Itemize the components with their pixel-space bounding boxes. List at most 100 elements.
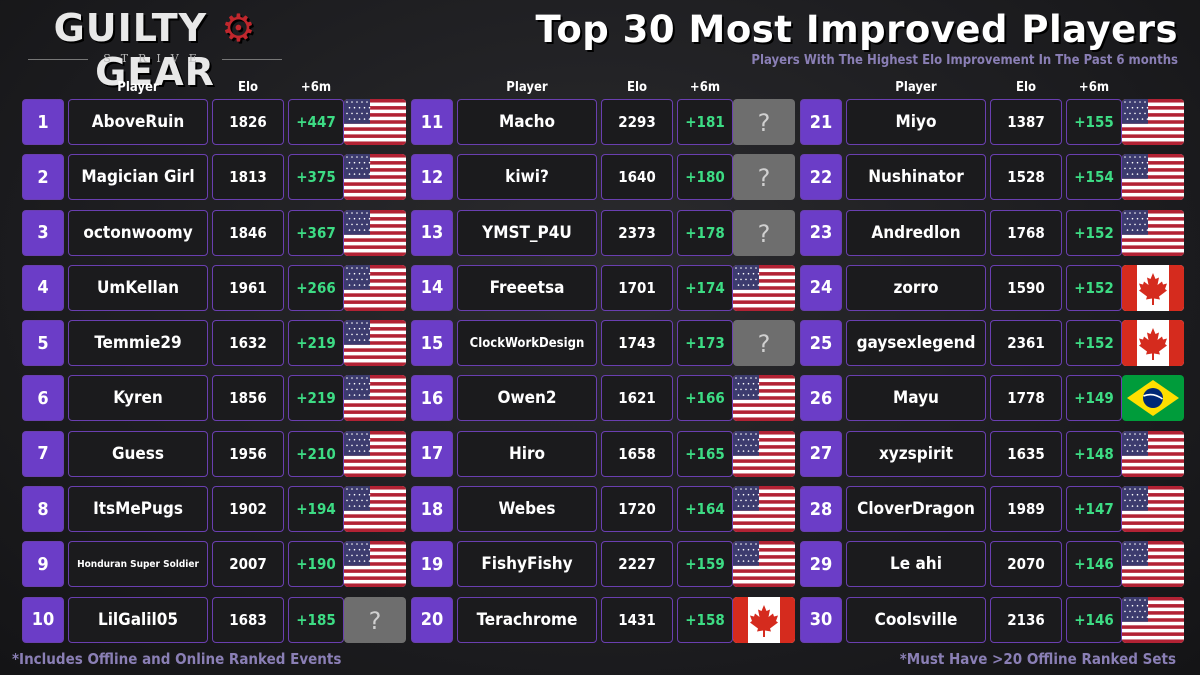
rank-badge: 20 (411, 596, 453, 643)
rank-badge: 10 (22, 596, 64, 643)
elo-rating: 1856 (212, 375, 284, 422)
elo-improvement: +146 (1066, 596, 1122, 643)
elo-rating: 1431 (601, 596, 673, 643)
rank-badge: 13 (411, 209, 453, 256)
header-player: Player (117, 80, 159, 95)
rank-badge: 21 (800, 99, 842, 145)
player-name: Honduran Super Soldier (68, 541, 208, 588)
player-row: 5 Temmie29 1632 +219 (22, 319, 406, 374)
unknown-flag-glyph: ? (758, 109, 771, 137)
unknown-flag-glyph: ? (369, 607, 382, 635)
logo-word-guilty: GUILTY (53, 6, 208, 50)
rank-badge: 1 (22, 99, 64, 145)
rank-badge: 4 (22, 264, 64, 311)
player-name: Guess (68, 430, 208, 477)
usa-flag-icon (1122, 154, 1184, 201)
unknown-flag-icon: ? (344, 596, 406, 643)
player-name: Nushinator (846, 154, 986, 201)
elo-improvement: +174 (677, 264, 733, 311)
player-name: LilGalil05 (68, 596, 208, 643)
elo-rating: 2293 (601, 99, 673, 145)
footnote-events: *Includes Offline and Online Ranked Even… (12, 650, 342, 668)
player-row: 3 octonwoomy 1846 +367 (22, 209, 406, 264)
usa-flag-icon (344, 209, 406, 256)
elo-improvement: +178 (677, 209, 733, 256)
player-row: 10 LilGalil05 1683 +185? (22, 596, 406, 651)
elo-rating: 1902 (212, 486, 284, 533)
usa-flag-icon (1122, 541, 1184, 588)
player-name: Macho (457, 99, 597, 145)
usa-flag-icon (344, 430, 406, 477)
player-row: 22 Nushinator 1528 +154 (800, 153, 1184, 208)
elo-rating: 1989 (990, 486, 1062, 533)
unknown-flag-glyph: ? (758, 164, 771, 192)
player-row: 27 xyzspirit 1635 +148 (800, 430, 1184, 485)
elo-improvement: +155 (1066, 99, 1122, 145)
player-row: 23 Andredlon 1768 +152 (800, 209, 1184, 264)
unknown-flag-glyph: ? (758, 220, 771, 248)
leaderboard-column-3: Player Elo +6m 21 Miyo 1387 +155 22 Nushinator 15… (800, 78, 1184, 651)
elo-improvement: +152 (1066, 320, 1122, 367)
elo-rating: 1826 (212, 99, 284, 145)
elo-rating: 1778 (990, 375, 1062, 422)
elo-rating: 2007 (212, 541, 284, 588)
player-name: Miyo (846, 99, 986, 145)
elo-improvement: +219 (288, 375, 344, 422)
elo-rating: 1590 (990, 264, 1062, 311)
player-row: 14 Freeetsa 1701 +174 (411, 264, 795, 319)
elo-improvement: +194 (288, 486, 344, 533)
elo-rating: 1528 (990, 154, 1062, 201)
elo-rating: 1640 (601, 154, 673, 201)
rank-badge: 15 (411, 320, 453, 367)
canada-flag-icon (733, 596, 795, 643)
rank-badge: 8 (22, 486, 64, 533)
rank-badge: 18 (411, 486, 453, 533)
usa-flag-icon (1122, 430, 1184, 477)
player-name: Mayu (846, 375, 986, 422)
player-row: 11 Macho 2293 +181? (411, 98, 795, 153)
usa-flag-icon (344, 154, 406, 201)
elo-improvement: +181 (677, 99, 733, 145)
usa-flag-icon (344, 541, 406, 588)
elo-improvement: +190 (288, 541, 344, 588)
logo-emblem-icon: ⚙ (207, 6, 257, 50)
logo-word-gear: GEAR (95, 50, 215, 94)
player-row: 28 CloverDragon 1989 +147 (800, 485, 1184, 540)
player-name: Kyren (68, 375, 208, 422)
player-row: 13 YMST_P4U 2373 +178? (411, 209, 795, 264)
usa-flag-icon (344, 486, 406, 533)
player-name: Terachrome (457, 596, 597, 643)
elo-improvement: +159 (677, 541, 733, 588)
elo-rating: 1813 (212, 154, 284, 201)
player-name: UmKellan (68, 264, 208, 311)
elo-rating: 1956 (212, 430, 284, 477)
header-improvement: +6m (689, 80, 721, 95)
player-name: Le ahi (846, 541, 986, 588)
rank-badge: 24 (800, 264, 842, 311)
elo-improvement: +158 (677, 596, 733, 643)
elo-rating: 2136 (990, 596, 1062, 643)
usa-flag-icon (344, 320, 406, 367)
rank-badge: 14 (411, 264, 453, 311)
player-row: 26 Mayu 1778 +149 (800, 374, 1184, 429)
usa-flag-icon (1122, 209, 1184, 256)
player-row: 7 Guess 1956 +210 (22, 430, 406, 485)
canada-flag-icon (1122, 320, 1184, 367)
unknown-flag-icon: ? (733, 320, 795, 367)
header-improvement: +6m (300, 80, 332, 95)
player-name: zorro (846, 264, 986, 311)
rank-badge: 17 (411, 430, 453, 477)
elo-improvement: +266 (288, 264, 344, 311)
rank-badge: 27 (800, 430, 842, 477)
elo-improvement: +173 (677, 320, 733, 367)
rank-badge: 26 (800, 375, 842, 422)
usa-flag-icon (344, 99, 406, 145)
rank-badge: 11 (411, 99, 453, 145)
player-row: 21 Miyo 1387 +155 (800, 98, 1184, 153)
elo-improvement: +210 (288, 430, 344, 477)
player-name: Temmie29 (68, 320, 208, 367)
player-row: 2 Magician Girl 1813 +375 (22, 153, 406, 208)
rank-badge: 25 (800, 320, 842, 367)
elo-rating: 1961 (212, 264, 284, 311)
rank-badge: 16 (411, 375, 453, 422)
